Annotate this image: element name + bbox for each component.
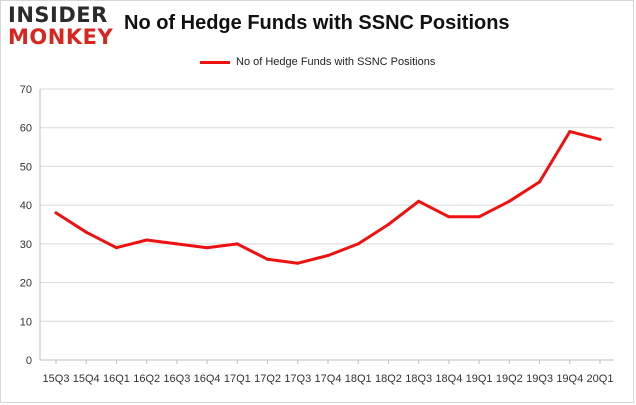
- legend-label: No of Hedge Funds with SSNC Positions: [236, 56, 436, 68]
- data-point: [54, 211, 58, 215]
- logo-line2: MONKEY: [8, 25, 114, 49]
- x-tick-label: 15Q4: [73, 373, 100, 385]
- axes: [39, 89, 614, 364]
- y-tick-label: 60: [20, 123, 32, 135]
- data-point: [266, 257, 270, 261]
- y-tick-label: 70: [20, 84, 32, 96]
- data-point: [326, 253, 330, 257]
- x-tick-label: 19Q3: [526, 373, 553, 385]
- logo-line1: INSIDER: [8, 3, 108, 27]
- x-tick-label: 18Q2: [375, 373, 402, 385]
- x-tick-label: 15Q3: [43, 373, 70, 385]
- gridlines: [40, 88, 614, 322]
- chart-title: No of Hedge Funds with SSNC Positions: [124, 12, 510, 34]
- data-point: [356, 242, 360, 246]
- x-tick-label: 19Q4: [556, 373, 583, 385]
- x-tick-label: 16Q3: [163, 373, 190, 385]
- y-tick-label: 50: [20, 161, 32, 173]
- y-tick-label: 20: [20, 278, 32, 290]
- data-point: [205, 246, 209, 250]
- data-point: [114, 246, 118, 250]
- x-tick-label: 16Q2: [133, 373, 160, 385]
- series: [54, 130, 602, 265]
- x-tick-label: 16Q1: [103, 373, 130, 385]
- y-tick-label: 0: [26, 355, 32, 367]
- legend: No of Hedge Funds with SSNC Positions: [200, 54, 435, 70]
- data-point: [447, 215, 451, 219]
- y-tick-label: 40: [20, 200, 32, 212]
- data-point: [145, 238, 149, 242]
- x-tick-label: 18Q3: [405, 373, 432, 385]
- data-point: [296, 261, 300, 265]
- data-point: [417, 199, 421, 203]
- data-point: [477, 215, 481, 219]
- x-tick-label: 19Q2: [496, 373, 523, 385]
- x-tick-labels: 15Q3 15Q4 16Q1 16Q2 16Q3 16Q4 17Q1 17Q2 17Q3 17Q4…: [43, 373, 614, 385]
- data-point: [568, 130, 572, 134]
- y-tick-label: 30: [20, 239, 32, 251]
- x-tick-label: 18Q4: [435, 373, 462, 385]
- y-tick-labels: 0 10 20 30 40 50 60 70: [20, 84, 32, 367]
- data-point: [598, 137, 602, 141]
- x-tick-label: 17Q2: [254, 373, 281, 385]
- data-point: [538, 180, 542, 184]
- data-point: [507, 199, 511, 203]
- x-tick-label: 19Q1: [466, 373, 493, 385]
- data-point: [235, 242, 239, 246]
- data-point: [175, 242, 179, 246]
- x-tick-label: 17Q3: [284, 373, 311, 385]
- x-tick-label: 16Q4: [194, 373, 221, 385]
- x-tick-label: 18Q1: [345, 373, 372, 385]
- legend-swatch: [200, 60, 230, 64]
- x-tick-label: 17Q1: [224, 373, 251, 385]
- x-tick-label: 17Q4: [315, 373, 342, 385]
- insider-monkey-logo: INSIDER MONKEY: [8, 4, 118, 54]
- data-point: [386, 223, 390, 226]
- x-tick-label: 20Q1: [587, 373, 614, 385]
- data-point: [84, 230, 88, 234]
- y-tick-label: 10: [20, 316, 32, 328]
